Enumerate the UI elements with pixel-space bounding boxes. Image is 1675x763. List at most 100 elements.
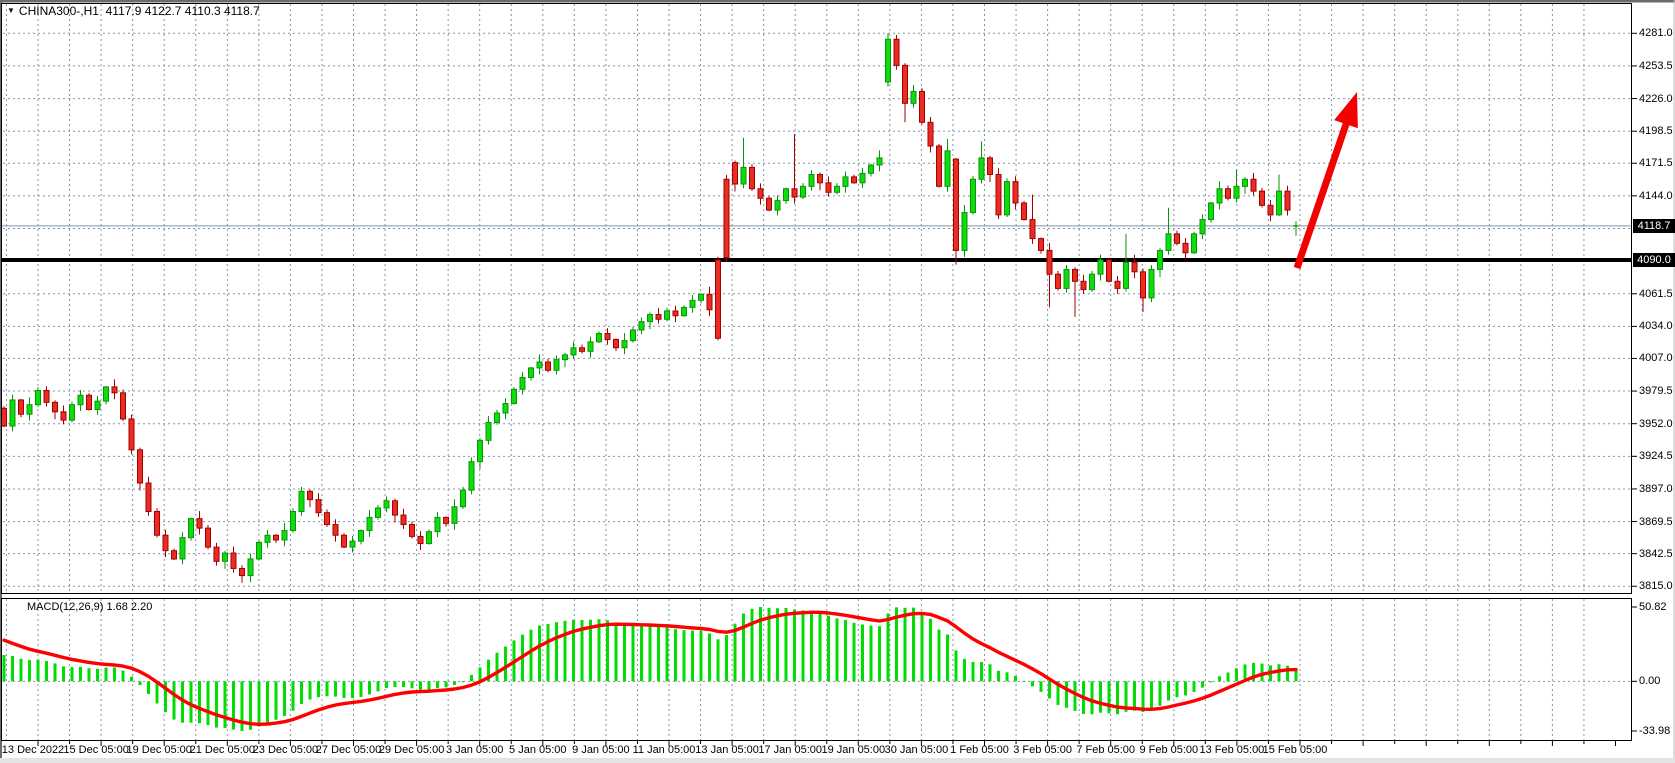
candle-body [604, 333, 611, 340]
candle-body [851, 176, 857, 184]
candle-body [1029, 219, 1036, 240]
time-axis-label: 7 Feb 05:00 [1076, 744, 1136, 756]
macd-histogram-bar [351, 681, 354, 699]
candle-body [273, 534, 279, 541]
macd-histogram-bar [929, 618, 932, 682]
candle-body [502, 403, 509, 414]
price-axis-label: 3842.5 [1639, 547, 1673, 560]
macd-histogram-bar [215, 681, 218, 728]
macd-histogram-bar [818, 612, 822, 682]
time-axis-label: 13 Jan 05:00 [695, 744, 759, 756]
candle-body [1208, 202, 1214, 221]
macd-histogram-bar [963, 658, 966, 682]
candle-body [196, 518, 203, 529]
candle-body [681, 306, 687, 317]
candle-body [706, 293, 713, 311]
candle-body [358, 529, 364, 542]
candle-body [179, 537, 186, 560]
price-axis-label: 3869.5 [1639, 515, 1673, 528]
macd-histogram-bar [648, 625, 652, 682]
price-axis-label: 4198.5 [1639, 125, 1673, 138]
candle-body [1004, 181, 1010, 216]
macd-histogram-bar [725, 635, 728, 682]
macd-axis-max: 50.82 [1639, 601, 1667, 613]
candle-body [1165, 233, 1172, 251]
candle-body [885, 38, 891, 83]
trend-arrow-shaft[interactable] [1293, 117, 1352, 270]
candle-body [944, 150, 951, 187]
macd-histogram-bar [53, 663, 57, 682]
candle-body [562, 354, 568, 361]
macd-histogram-bar [402, 681, 405, 688]
candle-body [1250, 178, 1257, 192]
symbol-period-label: CHINA300-,H1 [18, 4, 99, 18]
macd-histogram-bar [861, 624, 864, 682]
time-axis-label: 1 Feb 05:00 [950, 744, 1009, 756]
macd-histogram-bar [912, 607, 915, 682]
candle-body [587, 341, 594, 352]
macd-histogram-bar [1158, 681, 1162, 706]
macd-histogram-bar [1124, 681, 1128, 712]
macd-histogram-bar [1167, 681, 1170, 701]
macd-histogram-bar [716, 639, 720, 682]
candle-body [171, 550, 177, 560]
macd-histogram-bar [79, 666, 82, 682]
macd-histogram-bar [640, 625, 643, 682]
macd-histogram-bar [1175, 681, 1179, 698]
candle-body [715, 259, 721, 339]
macd-histogram-bar [1192, 681, 1196, 692]
candle-body [732, 162, 738, 185]
macd-histogram-bar [1243, 664, 1247, 682]
price-axis-label: 4171.5 [1639, 157, 1673, 170]
candle-body [902, 64, 908, 104]
candle-body [1216, 188, 1223, 204]
candle-body [868, 164, 874, 174]
candle-body [1182, 242, 1189, 254]
time-axis-label: 29 Dec 05:00 [378, 744, 445, 756]
macd-histogram-bar [682, 630, 686, 682]
time-axis-label: 3 Feb 05:00 [1013, 744, 1072, 756]
macd-histogram-bar [988, 664, 992, 682]
candle-body [392, 500, 398, 516]
macd-histogram-bar [971, 661, 975, 682]
macd-histogram-bar [121, 670, 125, 682]
candle-body [689, 299, 696, 308]
ohlc-values: 4117.9 4122.7 4110.3 4118.7 [105, 4, 260, 18]
candle-body [1148, 268, 1155, 299]
macd-histogram-bar [1090, 681, 1094, 715]
macd-histogram-bar [597, 619, 601, 682]
candle-body [638, 321, 645, 331]
macd-histogram-bar [385, 681, 388, 689]
candle-body [757, 188, 764, 199]
candle-body [536, 361, 543, 369]
macd-histogram-bar [427, 681, 431, 690]
candle-body [842, 176, 849, 187]
candle-body [1233, 185, 1240, 199]
macd-histogram-bar [232, 681, 235, 730]
macd-histogram-bar [699, 630, 703, 682]
candle-body [43, 389, 50, 403]
candle-body [910, 90, 917, 104]
candle-body [120, 392, 126, 420]
candle-body [341, 534, 347, 548]
candle-body [298, 490, 305, 512]
candle-body [1063, 268, 1070, 289]
time-axis-label: 30 Jan 05:00 [884, 744, 949, 756]
macd-histogram-bar [249, 681, 252, 730]
candle-body [1046, 249, 1053, 275]
macd-histogram-bar [359, 681, 363, 697]
macd-histogram-bar [903, 607, 907, 682]
time-axis-label: 5 Jan 05:00 [509, 744, 567, 756]
candle-body [1021, 202, 1027, 221]
candle-body [417, 535, 424, 545]
macd-histogram-bar [1150, 681, 1153, 710]
candle-body [154, 510, 160, 536]
macd-histogram-bar [631, 625, 635, 682]
trend-arrow-head[interactable] [1334, 92, 1358, 129]
macd-histogram-bar [1014, 676, 1017, 682]
symbol-dropdown-icon[interactable]: ▼ [7, 6, 15, 15]
macd-histogram-bar [504, 646, 507, 682]
macd-histogram-bar [1022, 680, 1026, 682]
macd-histogram-bar [1005, 672, 1009, 682]
